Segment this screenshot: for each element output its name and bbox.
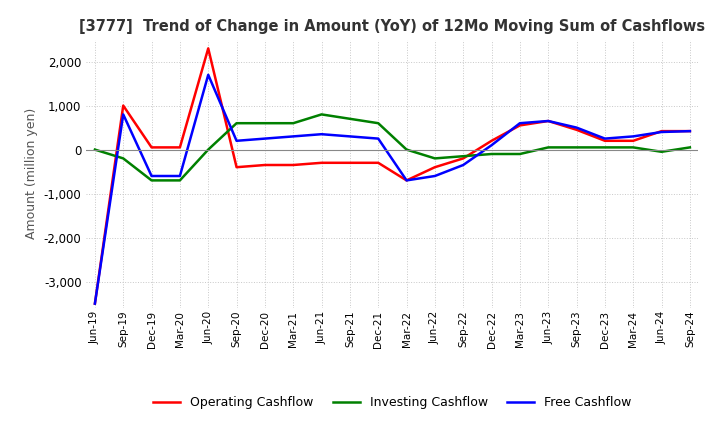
Free Cashflow: [629, 134, 637, 139]
Free Cashflow: [119, 112, 127, 117]
Legend: Operating Cashflow, Investing Cashflow, Free Cashflow: Operating Cashflow, Investing Cashflow, …: [148, 392, 636, 414]
Investing Cashflow: [431, 156, 439, 161]
Investing Cashflow: [374, 121, 382, 126]
Operating Cashflow: [572, 127, 581, 132]
Title: [3777]  Trend of Change in Amount (YoY) of 12Mo Moving Sum of Cashflows: [3777] Trend of Change in Amount (YoY) o…: [79, 19, 706, 34]
Operating Cashflow: [402, 178, 411, 183]
Free Cashflow: [91, 301, 99, 306]
Line: Free Cashflow: Free Cashflow: [95, 75, 690, 304]
Y-axis label: Amount (million yen): Amount (million yen): [25, 108, 38, 239]
Investing Cashflow: [318, 112, 326, 117]
Investing Cashflow: [600, 145, 609, 150]
Investing Cashflow: [572, 145, 581, 150]
Investing Cashflow: [176, 178, 184, 183]
Investing Cashflow: [91, 147, 99, 152]
Investing Cashflow: [402, 147, 411, 152]
Operating Cashflow: [119, 103, 127, 108]
Operating Cashflow: [148, 145, 156, 150]
Free Cashflow: [516, 121, 524, 126]
Investing Cashflow: [261, 121, 269, 126]
Investing Cashflow: [459, 154, 467, 159]
Operating Cashflow: [459, 156, 467, 161]
Operating Cashflow: [657, 128, 666, 134]
Operating Cashflow: [431, 165, 439, 170]
Line: Investing Cashflow: Investing Cashflow: [95, 114, 690, 180]
Operating Cashflow: [91, 301, 99, 306]
Operating Cashflow: [204, 46, 212, 51]
Investing Cashflow: [289, 121, 297, 126]
Investing Cashflow: [685, 145, 694, 150]
Free Cashflow: [374, 136, 382, 141]
Investing Cashflow: [487, 151, 496, 157]
Line: Operating Cashflow: Operating Cashflow: [95, 48, 690, 304]
Operating Cashflow: [374, 160, 382, 165]
Operating Cashflow: [176, 145, 184, 150]
Investing Cashflow: [148, 178, 156, 183]
Free Cashflow: [148, 173, 156, 179]
Free Cashflow: [431, 173, 439, 179]
Operating Cashflow: [289, 162, 297, 168]
Investing Cashflow: [516, 151, 524, 157]
Operating Cashflow: [346, 160, 354, 165]
Operating Cashflow: [487, 138, 496, 143]
Operating Cashflow: [600, 138, 609, 143]
Operating Cashflow: [544, 118, 552, 124]
Free Cashflow: [685, 128, 694, 134]
Free Cashflow: [572, 125, 581, 130]
Free Cashflow: [261, 136, 269, 141]
Free Cashflow: [204, 72, 212, 77]
Free Cashflow: [402, 178, 411, 183]
Free Cashflow: [346, 134, 354, 139]
Free Cashflow: [544, 118, 552, 124]
Operating Cashflow: [516, 123, 524, 128]
Free Cashflow: [657, 129, 666, 135]
Free Cashflow: [176, 173, 184, 179]
Free Cashflow: [459, 162, 467, 168]
Operating Cashflow: [629, 138, 637, 143]
Operating Cashflow: [685, 128, 694, 134]
Free Cashflow: [289, 134, 297, 139]
Free Cashflow: [318, 132, 326, 137]
Operating Cashflow: [233, 165, 241, 170]
Free Cashflow: [487, 143, 496, 148]
Investing Cashflow: [204, 147, 212, 152]
Investing Cashflow: [233, 121, 241, 126]
Investing Cashflow: [629, 145, 637, 150]
Operating Cashflow: [261, 162, 269, 168]
Free Cashflow: [600, 136, 609, 141]
Investing Cashflow: [544, 145, 552, 150]
Investing Cashflow: [346, 116, 354, 121]
Investing Cashflow: [657, 149, 666, 154]
Investing Cashflow: [119, 156, 127, 161]
Free Cashflow: [233, 138, 241, 143]
Operating Cashflow: [318, 160, 326, 165]
